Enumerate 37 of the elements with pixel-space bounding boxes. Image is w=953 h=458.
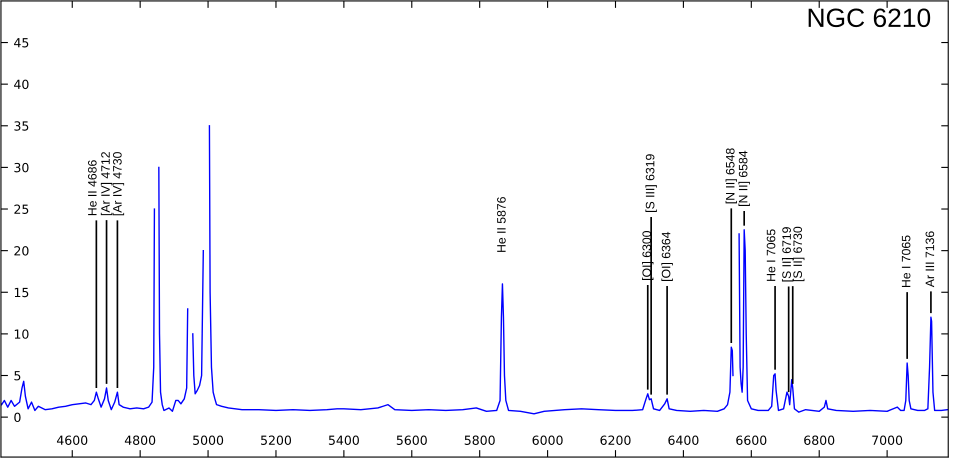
x-tick-label: 7000 bbox=[872, 435, 902, 445]
y-tick-label: 30 bbox=[14, 162, 29, 172]
x-tick-label: 6000 bbox=[532, 435, 563, 445]
annotation: [OI] 6364 bbox=[661, 232, 673, 281]
annotation: [N II] 6548 bbox=[726, 148, 737, 204]
y-tick-label: 5 bbox=[14, 371, 20, 380]
y-tick-label: 0 bbox=[14, 412, 21, 422]
y-tick-label: 25 bbox=[14, 204, 28, 214]
y-tick-label: 45 bbox=[14, 38, 28, 48]
x-tick-label: 4800 bbox=[124, 435, 156, 445]
y-tick-label: 20 bbox=[14, 246, 29, 256]
chart-title: NGC 6210 bbox=[808, 8, 930, 28]
x-tick-label: 6600 bbox=[736, 435, 766, 445]
x-tick-label: 6400 bbox=[668, 435, 698, 445]
x-tick-label: 5800 bbox=[464, 435, 495, 445]
annotation: [S II] 6730 bbox=[793, 226, 804, 282]
x-tick-label: 5200 bbox=[261, 435, 292, 445]
annotation: He II 4686 bbox=[88, 160, 97, 216]
x-tick-label: 4600 bbox=[56, 435, 88, 445]
annotation: [Ar IV] 4712 bbox=[100, 152, 112, 216]
y-tick-label: 35 bbox=[14, 121, 28, 131]
annotation: Ar III 7136 bbox=[926, 231, 934, 288]
annotation: He II 5876 bbox=[497, 197, 506, 252]
y-tick-label: 40 bbox=[14, 80, 29, 90]
x-tick-label: 5400 bbox=[328, 435, 359, 445]
y-tick-label: 15 bbox=[14, 288, 28, 298]
x-tick-label: 5000 bbox=[193, 435, 224, 445]
x-tick-label: 6800 bbox=[804, 435, 834, 445]
y-tick-label: 10 bbox=[14, 329, 29, 339]
annotation: [Ar IV] 4730 bbox=[112, 152, 124, 216]
x-tick-label: 6200 bbox=[600, 435, 631, 445]
annotation: [N II] 6584 bbox=[738, 150, 750, 206]
annotation: [S II] 6719 bbox=[782, 227, 794, 282]
x-tick-label: 5600 bbox=[396, 435, 427, 445]
annotation: [S III] 6319 bbox=[645, 154, 657, 212]
annotation: He I 7065 bbox=[902, 236, 910, 288]
annotation: He I 7065 bbox=[766, 229, 776, 281]
